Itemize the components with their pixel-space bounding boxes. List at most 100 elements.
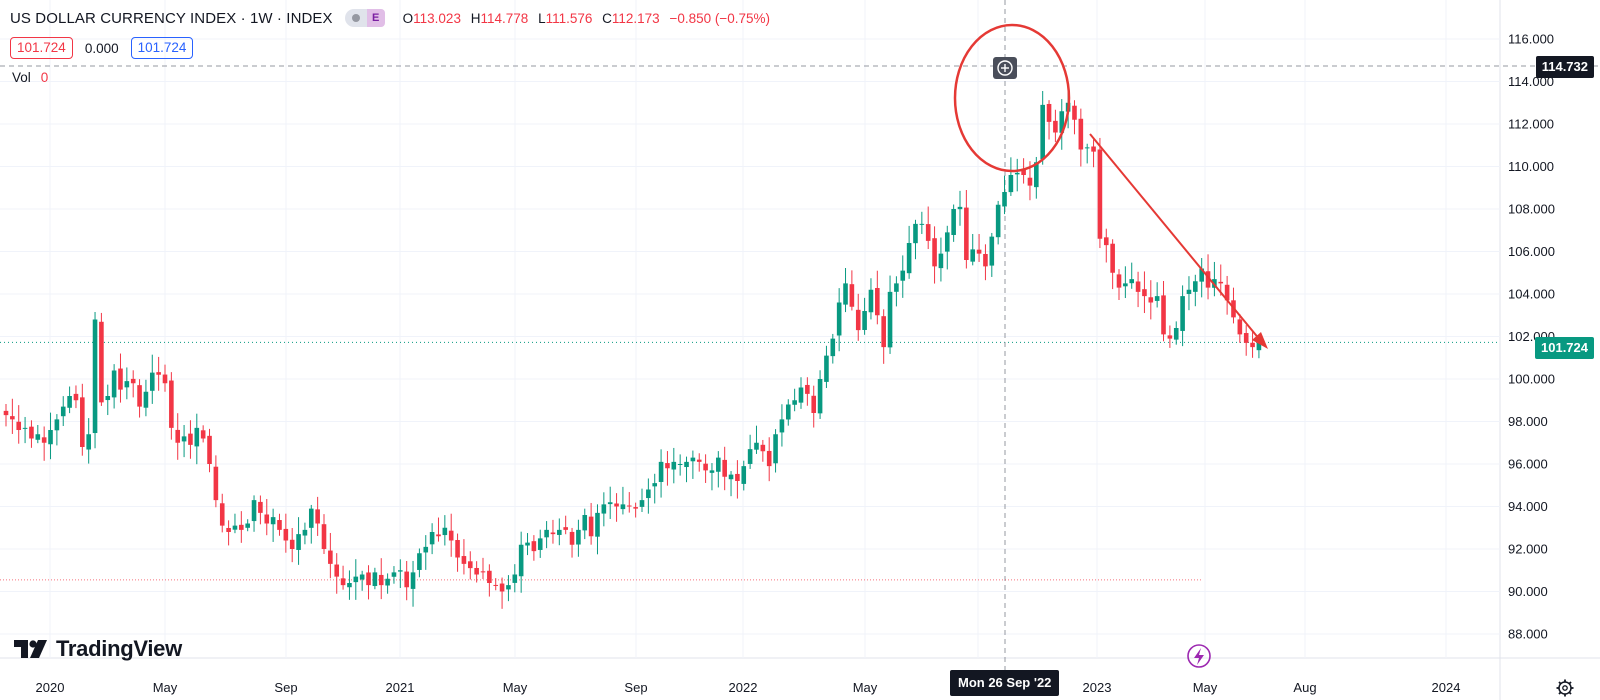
candle-body	[258, 501, 263, 513]
candle-body	[938, 253, 944, 269]
candle-body	[54, 419, 60, 431]
candle-body	[1072, 105, 1077, 120]
candle-body	[607, 502, 613, 505]
candle-body	[499, 583, 505, 592]
candle-body	[1002, 192, 1007, 207]
candle-body	[1110, 243, 1115, 273]
open-value: 113.023	[413, 10, 461, 26]
symbol-title[interactable]: US DOLLAR CURRENCY INDEX · 1W · INDEX	[10, 9, 333, 27]
candle-body	[633, 507, 638, 509]
candle-body	[754, 442, 759, 450]
candle-body	[1142, 289, 1147, 297]
candle-body	[703, 463, 708, 471]
candle-body	[1021, 169, 1026, 175]
candle-body	[308, 508, 314, 528]
y-tick-label: 100.000	[1508, 372, 1555, 387]
candle-body	[442, 527, 448, 536]
candle-body	[855, 309, 861, 331]
candle-body	[811, 395, 817, 413]
candle-body	[213, 466, 219, 501]
candle-body	[48, 430, 53, 445]
y-tick-label: 106.000	[1508, 244, 1555, 259]
candle-body	[1103, 237, 1109, 246]
lightning-icon	[1194, 648, 1204, 665]
candle-body	[1173, 328, 1179, 340]
candle-body	[302, 529, 308, 536]
candle-body	[105, 396, 111, 401]
candle-body	[1129, 279, 1135, 284]
candle-body	[690, 457, 696, 462]
candle-body	[226, 527, 231, 532]
candle-body	[817, 379, 823, 414]
drawing-overlays[interactable]	[953, 23, 1574, 697]
candle-body	[60, 406, 66, 417]
candle-body	[467, 561, 473, 569]
candle-body	[1034, 162, 1039, 188]
candle-body	[207, 435, 212, 464]
candle-body	[544, 529, 549, 538]
candle-body	[569, 531, 575, 545]
candle-body	[1040, 104, 1045, 160]
reference-lines	[0, 0, 1600, 670]
candle-body	[118, 368, 123, 390]
volume-legend[interactable]: Vol 0	[12, 70, 48, 85]
candle-body	[646, 489, 651, 499]
gear-ring	[1558, 681, 1572, 695]
candle-body	[1008, 175, 1014, 193]
candle-body	[1123, 283, 1128, 287]
candle-body	[92, 319, 98, 434]
y-tick-label: 90.000	[1508, 584, 1548, 599]
candle-body	[919, 223, 925, 225]
candle-body	[296, 534, 301, 550]
status-pill[interactable]: E	[344, 9, 385, 27]
open-label: O	[402, 10, 414, 26]
low-label: L	[538, 10, 546, 26]
y-tick-label: 116.000	[1508, 32, 1554, 47]
candle-body	[1078, 118, 1084, 150]
trend-arrow-head	[1252, 332, 1268, 349]
price-axis[interactable]: 116.000114.000112.000110.000108.000106.0…	[1508, 32, 1555, 642]
candle-body	[149, 372, 155, 391]
e-badge: E	[366, 9, 385, 27]
candle-body	[200, 430, 206, 439]
crosshair-price-tag: 114.732	[1535, 56, 1594, 78]
volume-value: 0	[40, 70, 49, 85]
candle-body	[557, 529, 562, 535]
high-label: H	[470, 10, 481, 26]
candle-body	[658, 461, 664, 482]
candle-body	[677, 464, 683, 465]
candle-body	[1205, 271, 1211, 288]
candle-body	[1091, 146, 1096, 152]
gear-tooth	[1568, 691, 1572, 695]
bid-price-box[interactable]: 101.724	[10, 37, 73, 59]
candle-body	[366, 572, 371, 586]
candle-body	[995, 204, 1001, 238]
candle-body	[181, 436, 187, 442]
candle-body	[665, 463, 670, 469]
tradingview-logo[interactable]: TradingView	[14, 636, 182, 662]
high-value: 114.778	[480, 10, 529, 26]
candle-body	[289, 539, 295, 549]
candle-body	[1199, 268, 1204, 282]
close-value: 112.173	[611, 10, 660, 26]
candle-body	[747, 449, 753, 464]
candle-body	[1027, 177, 1033, 186]
x-tick-label: May	[853, 680, 878, 695]
candle-body	[80, 397, 85, 447]
ask-price-box[interactable]: 101.724	[130, 37, 194, 59]
candle-body	[894, 283, 899, 292]
candle-body	[1224, 284, 1230, 301]
candle-body	[16, 421, 22, 430]
candle-body	[970, 249, 976, 262]
candle-body	[461, 556, 467, 564]
candle-body	[1014, 172, 1020, 175]
time-axis[interactable]: 2020MaySep2021MaySep2022MaySep2023MayAug…	[36, 680, 1461, 695]
candle-body	[1059, 111, 1065, 133]
candle-body	[620, 504, 626, 510]
candle-body	[359, 574, 365, 580]
candle-body	[1084, 147, 1090, 149]
y-tick-label: 94.000	[1508, 499, 1548, 514]
candle-body	[518, 544, 524, 577]
candle-body	[741, 466, 747, 484]
